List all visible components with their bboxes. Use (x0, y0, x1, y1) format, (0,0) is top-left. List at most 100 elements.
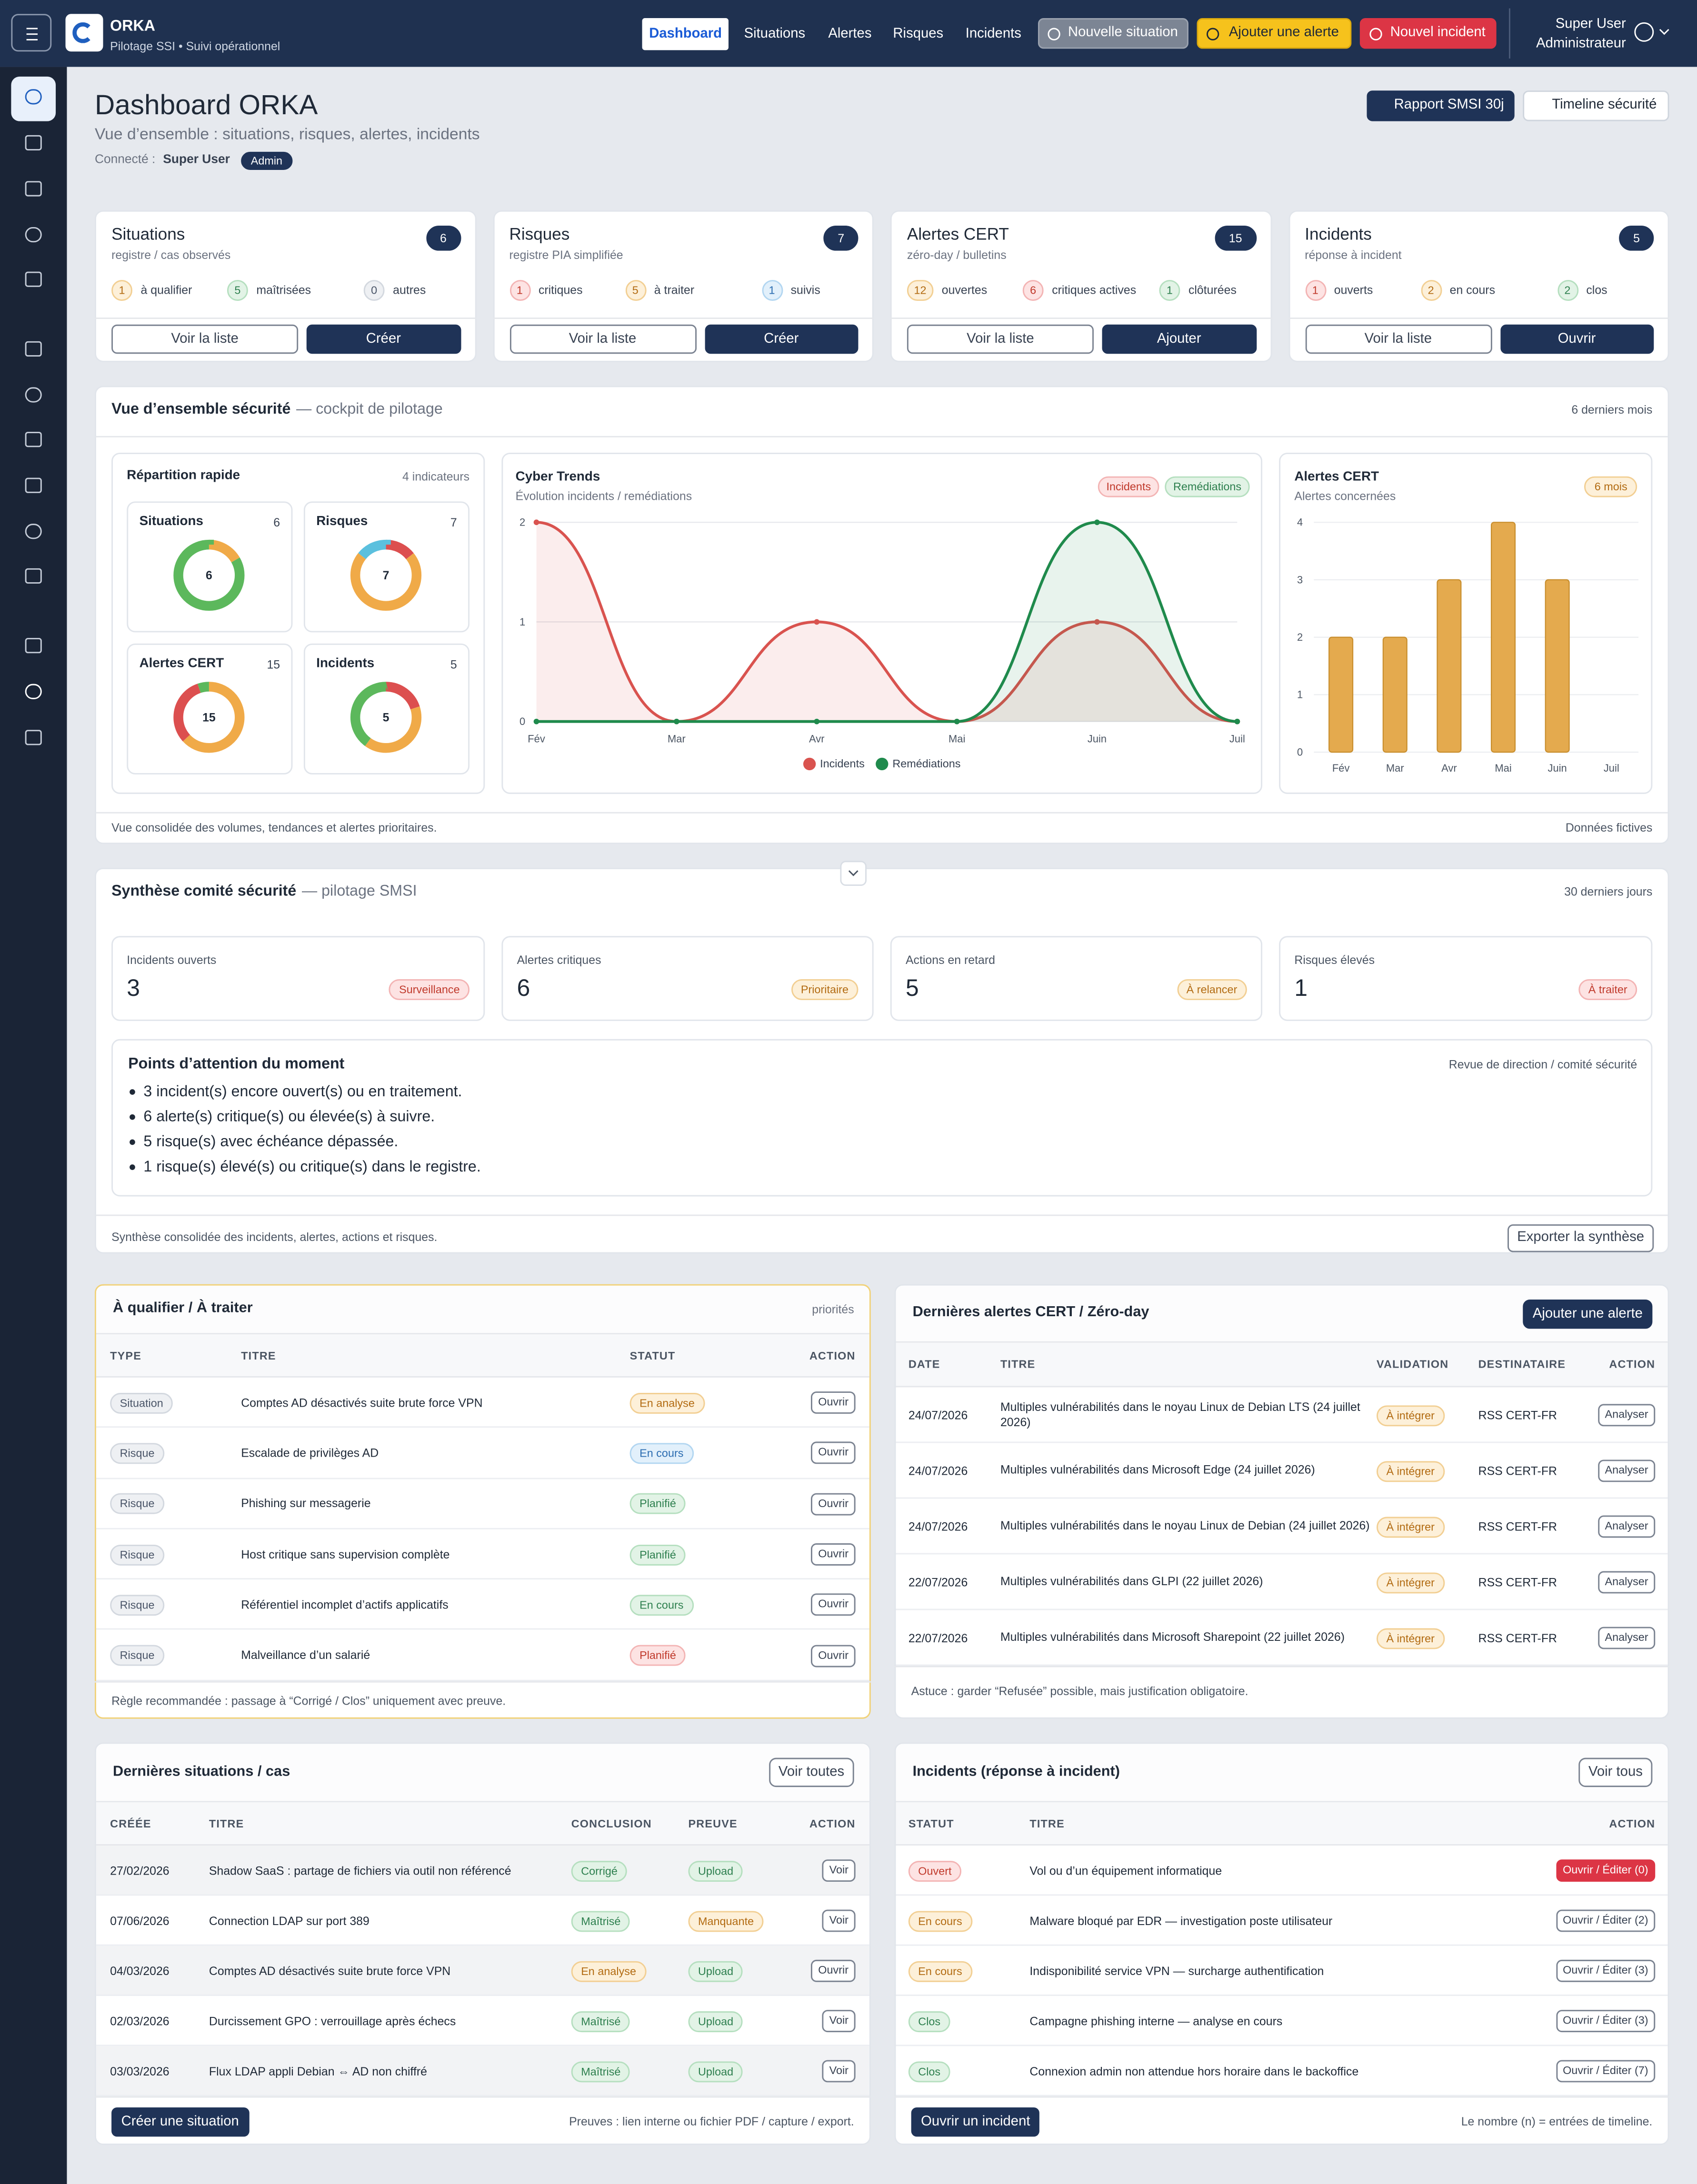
legend-swatch (803, 757, 816, 770)
kpi-value: 6 (517, 975, 530, 1002)
kpi-label: Incidents ouverts (127, 952, 217, 966)
stat-label: à traiter (654, 282, 695, 297)
sidebar-icon[interactable] (25, 432, 42, 447)
button[interactable]: Nouvelle situation (1038, 18, 1188, 49)
button[interactable]: Ajouter (1102, 324, 1256, 354)
sidebar-icon[interactable] (25, 387, 42, 403)
stat-badge: 1 (761, 279, 783, 300)
donut-title: Alertes CERT (139, 655, 224, 671)
row-button[interactable]: Analyser (1597, 1404, 1656, 1427)
sidebar-icon[interactable] (25, 638, 42, 654)
cell-text: Multiples vulnérabilités dans le noyau L… (1000, 1400, 1360, 1430)
button[interactable]: Créer une situation (111, 2106, 249, 2136)
divider (96, 1214, 1668, 1216)
sidebar-icon[interactable] (25, 341, 42, 357)
button[interactable]: Exporter la synthèse (1507, 1224, 1654, 1252)
nav-link[interactable]: Incidents (965, 26, 1021, 41)
row-button[interactable]: Ouvrir / Éditer (3) (1556, 1959, 1656, 1982)
donut-count: 7 (450, 515, 457, 529)
row-button[interactable]: Ouvrir (811, 1594, 856, 1617)
button[interactable]: Créer (306, 324, 461, 354)
cell-text: 03/03/2026 (110, 2064, 170, 2078)
sidebar-icon[interactable] (25, 135, 42, 151)
stat-label: à qualifier (140, 282, 192, 297)
row-button[interactable]: Analyser (1597, 1515, 1656, 1538)
row-button[interactable]: Voir (822, 2010, 856, 2033)
button[interactable]: Voir la liste (509, 324, 696, 354)
button[interactable]: Créer (704, 324, 858, 354)
row-button[interactable]: Ouvrir (811, 1959, 856, 1982)
sidebar-icon[interactable] (25, 568, 42, 584)
stat-badge: 5 (625, 279, 646, 300)
row-button[interactable]: Ouvrir (811, 1543, 856, 1566)
row-button[interactable]: Voir (822, 2060, 856, 2083)
stat-badge: 1 (509, 279, 530, 300)
row-button[interactable]: Analyser (1597, 1627, 1656, 1649)
nav-link[interactable]: Risques (893, 26, 944, 41)
logo (65, 14, 103, 52)
row-button[interactable]: Voir (822, 1909, 856, 1932)
menu-button[interactable] (11, 14, 52, 52)
button[interactable]: Ouvrir (1499, 324, 1654, 354)
button[interactable]: Rapport SMSI 30j (1367, 90, 1515, 121)
row-button[interactable]: Ouvrir (811, 1644, 856, 1667)
nav-link[interactable]: Alertes (828, 26, 872, 41)
row-button[interactable]: Ouvrir / Éditer (3) (1556, 2010, 1656, 2033)
button[interactable]: Nouvel incident (1359, 18, 1497, 49)
column-label: ACTION (1609, 1358, 1656, 1371)
button[interactable]: Voir la liste (111, 324, 299, 354)
user-avatar[interactable] (1634, 22, 1654, 42)
row-button[interactable]: Ouvrir / Éditer (0) (1556, 1859, 1656, 1882)
stat: 1 ouverts (1305, 278, 1373, 301)
button[interactable]: Voir toutes (769, 1757, 854, 1787)
sidebar (0, 67, 67, 2184)
row-button[interactable]: Analyser (1597, 1571, 1656, 1594)
button[interactable]: Ajouter une alerte (1197, 18, 1352, 49)
kpi-label: Risques élevés (1294, 952, 1375, 966)
cell-text: 02/03/2026 (110, 2013, 170, 2028)
sidebar-icon[interactable] (25, 477, 42, 493)
row-button[interactable]: Ouvrir (811, 1492, 856, 1515)
button[interactable]: Ouvrir un incident (911, 2106, 1040, 2136)
sidebar-icon[interactable] (25, 89, 42, 105)
button[interactable]: Voir la liste (907, 324, 1094, 354)
sidebar-icon[interactable] (25, 684, 42, 699)
row-button[interactable]: Ouvrir / Éditer (7) (1556, 2060, 1656, 2083)
nav-link[interactable]: Dashboard (642, 17, 729, 50)
panel-subtitle: — cockpit de pilotage (296, 401, 443, 418)
divider (894, 2096, 1669, 2098)
attention-item: 1 risque(s) élevé(s) ou critique(s) dans… (143, 1158, 481, 1175)
button[interactable]: Ajouter une alerte (1523, 1299, 1653, 1328)
divider (1288, 318, 1669, 319)
column-header (896, 1342, 1668, 1388)
sidebar-icon[interactable] (25, 524, 42, 539)
sidebar-icon[interactable] (25, 730, 42, 745)
sidebar-icon[interactable] (25, 181, 42, 197)
button[interactable]: Voir la liste (1305, 324, 1492, 354)
row-button[interactable]: Voir (822, 1859, 856, 1882)
legend: Incidents Remédiations (803, 755, 960, 772)
divider (94, 1681, 871, 1683)
row-button[interactable]: Ouvrir / Éditer (2) (1556, 1909, 1656, 1932)
sidebar-icon[interactable] (25, 227, 42, 243)
button[interactable]: Voir tous (1578, 1757, 1653, 1787)
sidebar-icon[interactable] (25, 271, 42, 287)
collapse-toggle[interactable] (840, 861, 867, 886)
table-footer: Preuves : lien interne ou fichier PDF / … (569, 2114, 854, 2128)
cell-text: Shadow SaaS : partage de fichiers via ou… (209, 1863, 511, 1877)
button-icon (1048, 28, 1060, 40)
cell-text: RSS CERT-FR (1478, 1408, 1557, 1422)
cell-text: 24/07/2026 (908, 1408, 968, 1422)
row-button[interactable]: Ouvrir (811, 1442, 856, 1465)
button[interactable]: Timeline sécurité (1523, 90, 1669, 121)
stat-badge: 5 (227, 279, 248, 300)
legend-item: Incidents (803, 757, 865, 770)
row-button[interactable]: Ouvrir (811, 1391, 856, 1414)
kpi-card (501, 936, 874, 1021)
panel-title: Vue d’ensemble sécurité (111, 401, 291, 418)
table-row (96, 1580, 869, 1630)
table-row (96, 1479, 869, 1529)
row-button[interactable]: Analyser (1597, 1459, 1656, 1482)
nav-link[interactable]: Situations (744, 26, 806, 41)
column-label: ACTION (809, 1349, 856, 1362)
